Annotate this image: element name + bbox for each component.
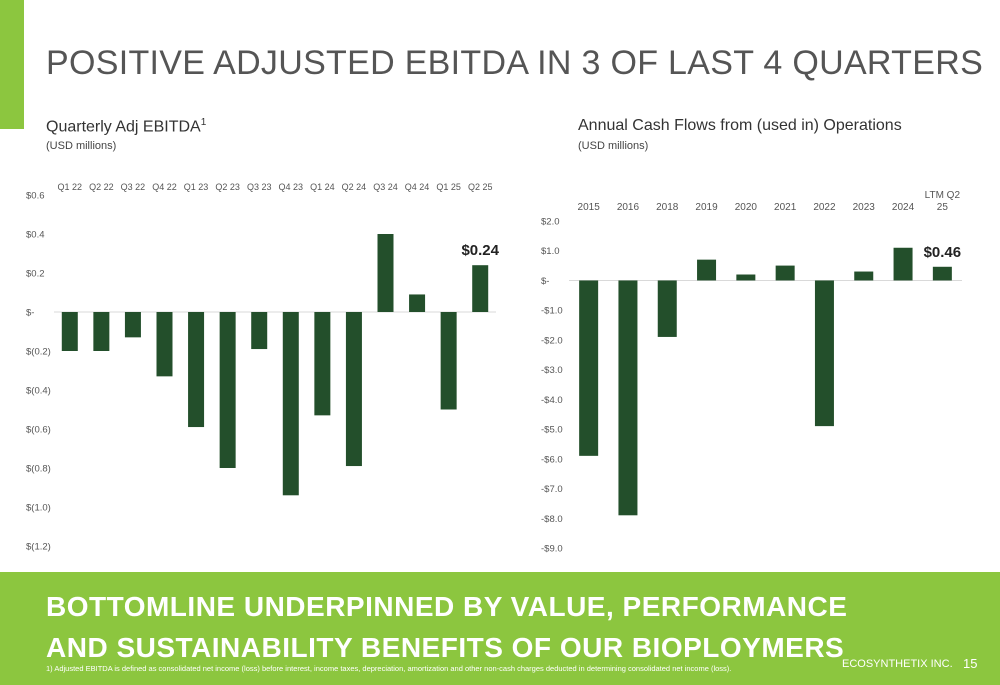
chart-1-category-label: Q3 24 [373, 182, 398, 192]
chart-1-y-tick-label: $0.4 [26, 230, 45, 241]
chart-1-category-label: Q2 22 [89, 182, 114, 192]
chart-2-bar [657, 280, 677, 337]
chart-2-y-tick-label: -$4.0 [541, 395, 563, 406]
chart-2-bar [854, 271, 874, 281]
chart-2-title: Annual Cash Flows from (used in) Operati… [578, 117, 902, 134]
chart-2-category-label: 2018 [656, 202, 679, 213]
chart-1-category-label: Q1 23 [184, 182, 209, 192]
chart-1-category-label: Q2 23 [215, 182, 240, 192]
chart-1-bar [61, 312, 78, 351]
chart-1-category-label: Q3 23 [247, 182, 272, 192]
chart-1-subtitle: (USD millions) [46, 140, 117, 152]
chart-2-bar [814, 280, 834, 427]
chart-1-y-tick-label: $(0.6) [26, 425, 51, 436]
accent-bar [0, 0, 24, 129]
chart-1-bar [124, 312, 141, 338]
chart-2-category-label: 2019 [695, 202, 718, 213]
chart-1-y-tick-label: $- [26, 308, 34, 319]
chart-1-category-label: Q1 25 [436, 182, 461, 192]
chart-1-y-tick-label: $(0.2) [26, 347, 51, 358]
chart-1-bar [93, 312, 110, 351]
chart-2-category-label: 2022 [813, 202, 836, 213]
chart-2-y-tick-label: -$1.0 [541, 306, 563, 317]
chart-2-bar [736, 274, 756, 281]
chart-1-y-tick-label: $(1.2) [26, 542, 51, 553]
page-number: 15 [963, 656, 978, 671]
chart-1-title: Quarterly Adj EBITDA1 [46, 117, 206, 136]
chart-1-title-footnote-mark: 1 [200, 117, 207, 128]
chart-1-bar [188, 312, 205, 428]
chart-2-y-tick-label: -$3.0 [541, 365, 563, 376]
chart-2-category-label: 2023 [853, 202, 876, 213]
chart-2-bar [697, 259, 717, 281]
chart-2-category-label: 2021 [774, 202, 797, 213]
chart-1-bar [156, 312, 173, 377]
chart-2-category-label: 25 [937, 202, 949, 213]
page-title: POSITIVE ADJUSTED EBITDA IN 3 OF LAST 4 … [46, 44, 984, 82]
chart-2-y-tick-label: -$5.0 [541, 425, 563, 436]
chart-1-category-label: Q4 24 [405, 182, 430, 192]
chart-1-category-label: Q1 24 [310, 182, 335, 192]
chart-1-y-tick-label: $(0.8) [26, 464, 51, 475]
chart-1-bar [377, 234, 394, 312]
chart-1-category-label: Q2 24 [342, 182, 367, 192]
chart-2-category-label: 2016 [617, 202, 640, 213]
chart-1-bar [440, 312, 457, 410]
chart-1-y-tick-label: $0.6 [26, 191, 45, 202]
chart-1-bar [251, 312, 268, 350]
chart-1-bar [219, 312, 236, 468]
chart-2-y-tick-label: -$7.0 [541, 484, 563, 495]
chart-2-y-tick-label: $- [541, 276, 549, 287]
chart-2-category-label: 2020 [735, 202, 758, 213]
chart-1-title-text: Quarterly Adj EBITDA [46, 118, 201, 136]
chart-1-bar [472, 265, 489, 312]
chart-2-bar [618, 280, 638, 516]
chart-1-category-label: Q2 25 [468, 182, 493, 192]
company-name: ECOSYNTHETIX INC. [842, 658, 953, 670]
chart-2-callout-label: $0.46 [924, 244, 962, 261]
chart-1-callout-label: $0.24 [461, 242, 499, 259]
chart-1-y-tick-label: $0.2 [26, 269, 45, 280]
chart-1-bar [282, 312, 299, 496]
bottom-banner: BOTTOMLINE UNDERPINNED BY VALUE, PERFORM… [0, 572, 1000, 685]
chart-1-bar [345, 312, 362, 467]
chart-2-bar [893, 247, 913, 281]
chart-1-bar [314, 312, 331, 416]
chart-2-y-tick-label: -$6.0 [541, 454, 563, 465]
chart-1-bar [409, 294, 426, 312]
chart-1-category-label: Q4 22 [152, 182, 177, 192]
chart-2-y-tick-label: $1.0 [541, 246, 560, 257]
chart-2-category-label: 2015 [578, 202, 601, 213]
chart-1-category-label: Q1 22 [58, 182, 83, 192]
chart-1-category-label: Q4 23 [279, 182, 304, 192]
chart-2-category-label: 2024 [892, 202, 915, 213]
chart-1-y-tick-label: $(1.0) [26, 503, 51, 514]
chart-1-category-label: Q3 22 [121, 182, 146, 192]
chart-2-y-tick-label: -$9.0 [541, 544, 563, 555]
chart-2-bar [932, 266, 952, 281]
chart-2-y-tick-label: -$8.0 [541, 514, 563, 525]
chart-1-y-tick-label: $(0.4) [26, 386, 51, 397]
chart-2-y-tick-label: -$2.0 [541, 335, 563, 346]
footnote: 1) Adjusted EBITDA is defined as consoli… [46, 664, 732, 673]
chart-2-subtitle: (USD millions) [578, 140, 649, 152]
chart-2-y-tick-label: $2.0 [541, 217, 560, 228]
banner-headline: BOTTOMLINE UNDERPINNED BY VALUE, PERFORM… [46, 591, 848, 663]
chart-2-bar [775, 265, 795, 281]
chart-2-category-label: LTM Q2 [925, 190, 961, 201]
chart-2-bar [579, 280, 599, 456]
